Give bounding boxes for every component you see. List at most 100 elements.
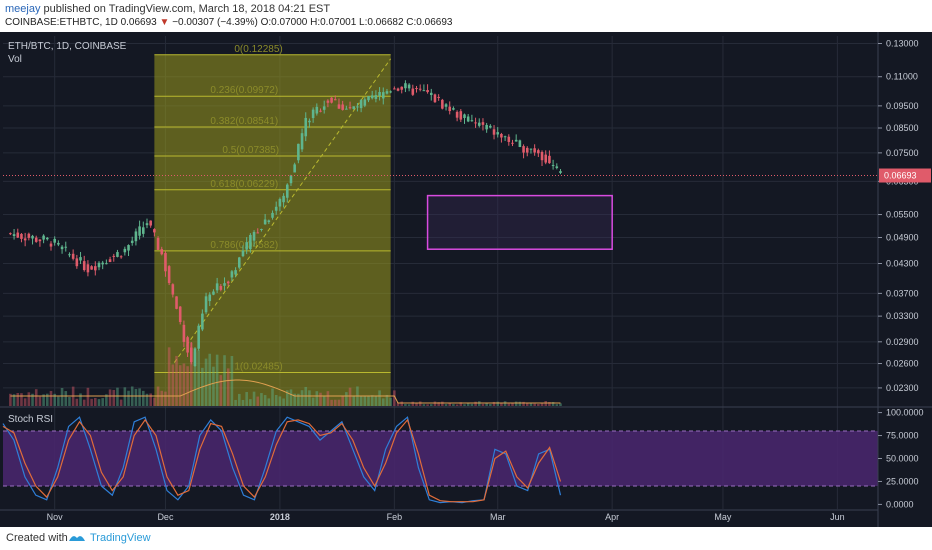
time-tick-label: 2018	[270, 512, 290, 522]
candle-body	[492, 129, 496, 135]
tradingview-link[interactable]: TradingView	[90, 532, 151, 544]
volume-bar	[134, 388, 138, 406]
volume-bar	[466, 402, 470, 406]
fib-level-label: 0.786(0.04582)	[210, 240, 278, 251]
volume-bar	[86, 387, 90, 406]
volume-bar	[441, 401, 444, 406]
candle-body	[142, 227, 145, 234]
price-tick-label: 0.08500	[886, 123, 919, 133]
time-tick-label: May	[714, 512, 732, 522]
candle-body	[237, 257, 241, 268]
candlesticks	[9, 80, 562, 367]
candle-body	[285, 184, 289, 198]
candle-body	[444, 104, 448, 107]
time-tick-label: Apr	[605, 512, 619, 522]
volume-bar	[16, 393, 20, 406]
candle-body	[208, 294, 212, 302]
volume-bar	[193, 352, 197, 406]
candle-body	[123, 248, 127, 253]
candle-body	[341, 104, 344, 110]
stoch-rsi-title: Stoch RSI	[8, 414, 53, 425]
volume-bar	[514, 401, 518, 406]
volume-bar	[149, 393, 152, 406]
volume-bar	[234, 399, 237, 406]
candle-body	[149, 220, 152, 226]
candle-body	[356, 106, 359, 108]
candle-body	[333, 99, 337, 101]
volume-bar	[400, 401, 404, 406]
candle-body	[300, 133, 304, 150]
price-tick-label: 0.04300	[886, 258, 919, 268]
volume-bar	[378, 390, 381, 406]
chart-canvas[interactable]: 0(0.12285)0.236(0.09972)0.382(0.08541)0.…	[0, 32, 932, 527]
volume-ma-line	[10, 379, 561, 404]
candle-body	[374, 95, 378, 99]
volume-bar	[189, 342, 193, 406]
candle-body	[108, 259, 112, 263]
target-box[interactable]	[426, 194, 613, 250]
volume-bar	[230, 356, 234, 406]
candle-body	[57, 242, 60, 245]
volume-bar	[53, 393, 56, 406]
candle-body	[263, 219, 267, 225]
published-text: published on TradingView.com, March 18, …	[43, 3, 331, 15]
volume-bar	[42, 394, 45, 406]
fib-trendline	[173, 58, 392, 363]
volume-bar	[97, 399, 101, 406]
candle-body	[400, 86, 404, 90]
candle-body	[367, 96, 370, 101]
candle-body	[555, 166, 559, 168]
volume-bar	[437, 402, 440, 406]
volume-bar	[186, 366, 189, 406]
volume-bar	[237, 393, 241, 406]
volume-bar	[142, 390, 145, 406]
candle-body	[345, 108, 348, 110]
candle-body	[455, 111, 459, 118]
candle-body	[396, 88, 400, 91]
volume-label: Vol	[8, 54, 22, 65]
candle-body	[330, 97, 333, 103]
author-link[interactable]: meejay	[5, 3, 41, 15]
volume-bar	[123, 387, 127, 406]
volume-bar	[415, 402, 418, 406]
volume-bar	[215, 354, 219, 406]
candle-body	[46, 237, 49, 240]
volume-bar	[411, 401, 415, 406]
fibonacci-retracement: 0(0.12285) 0.236(0.09972) 0.382(0.08541) 0.…	[154, 44, 392, 406]
volume-bar	[178, 365, 182, 406]
volume-bar	[477, 401, 481, 406]
volume-bar	[518, 401, 522, 406]
volume-bar	[267, 398, 271, 406]
volume-bar	[433, 401, 437, 406]
volume-bar	[164, 391, 167, 406]
candle-body	[82, 261, 86, 271]
candle-body	[20, 233, 23, 239]
fib-level-label: 0.382(0.08541)	[210, 116, 278, 127]
volume-bar	[337, 399, 341, 406]
volume-bar	[60, 387, 64, 406]
volume-bar	[31, 393, 34, 406]
candle-body	[112, 255, 116, 257]
volume-bar	[38, 396, 42, 406]
candle-body	[426, 90, 429, 93]
volume-bar	[393, 390, 396, 406]
volume-bar	[68, 396, 71, 406]
target-zone-rect[interactable]	[426, 194, 613, 250]
volume-bar	[127, 390, 130, 406]
candle-body	[537, 150, 540, 154]
volume-bar	[119, 399, 123, 406]
stoch-rsi-pane	[2, 416, 878, 504]
candle-body	[23, 238, 27, 241]
volume-bar	[319, 392, 322, 406]
rsi-tick-label: 100.0000	[886, 408, 924, 418]
candle-body	[234, 270, 237, 275]
candle-body	[249, 234, 252, 250]
candle-body	[175, 296, 178, 309]
created-with-text: Created with	[6, 532, 68, 544]
volume-bar	[474, 401, 477, 406]
fib-level-label: 0.236(0.09972)	[210, 85, 278, 96]
volume-bar	[90, 398, 93, 406]
candle-body	[201, 313, 204, 330]
volume-bar	[34, 389, 38, 406]
candle-body	[452, 108, 455, 110]
